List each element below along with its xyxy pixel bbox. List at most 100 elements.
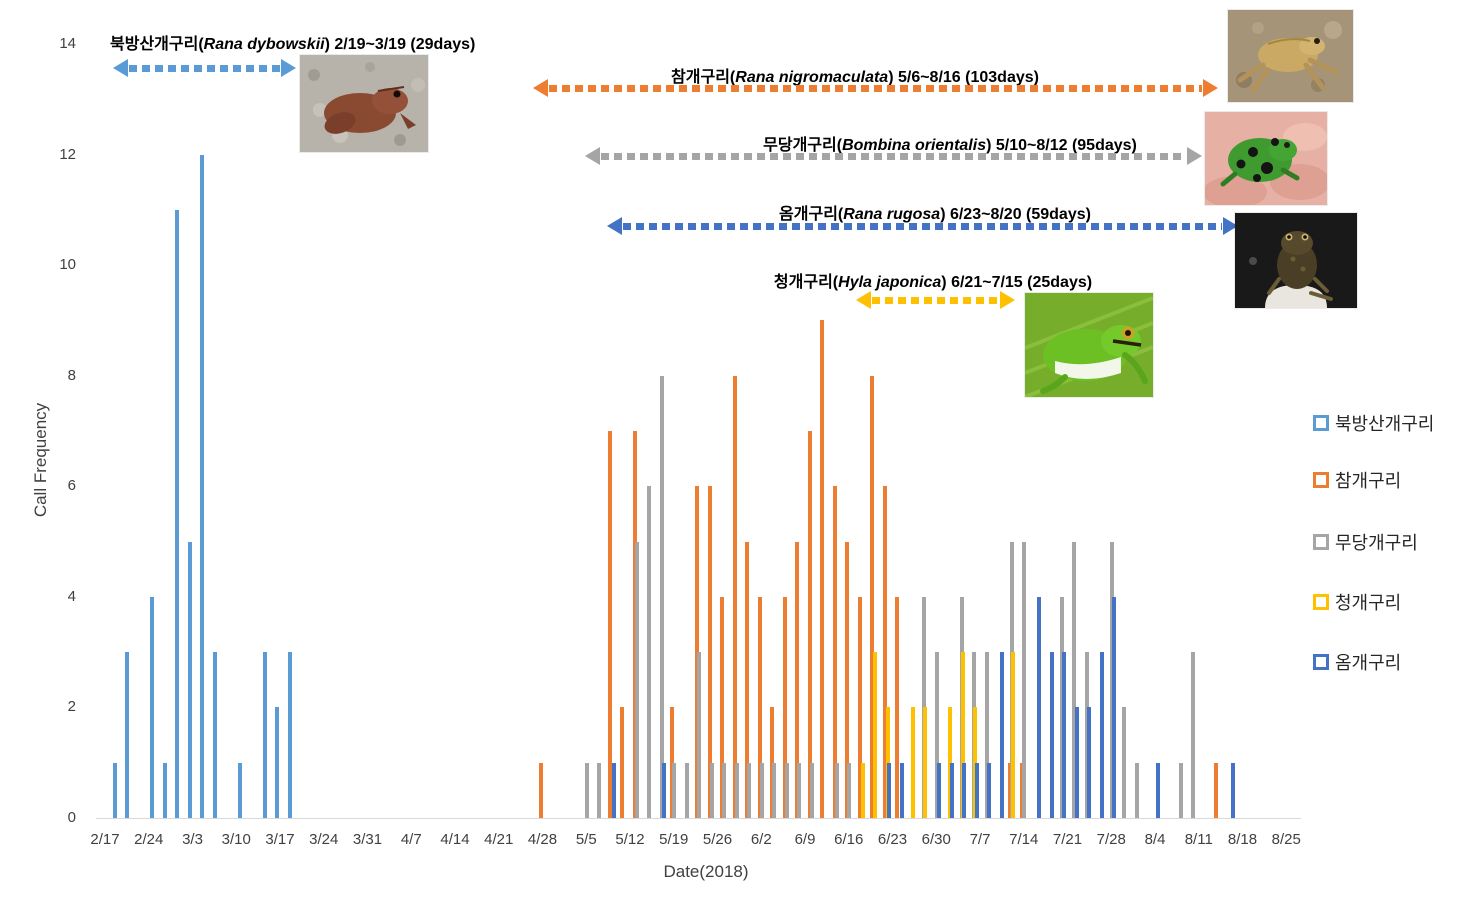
annotation-label-bukbang: 북방산개구리(Rana dybowskii) 2/19~3/19 (29days… xyxy=(110,36,476,53)
bar-cham-5-11 xyxy=(620,707,625,818)
x-tick-label-7-21: 7/21 xyxy=(1052,831,1083,848)
legend-swatch-icon xyxy=(1313,472,1329,488)
bar-bukbang-2-27 xyxy=(162,762,167,818)
x-tick-label-6-30: 6/30 xyxy=(921,831,951,848)
legend-label: 참개구리 xyxy=(1335,471,1402,491)
bar-bukbang-2-21 xyxy=(125,652,129,818)
legend-item-bukbang: 북방산개구리 xyxy=(1313,410,1434,436)
bar-om-7-10 xyxy=(999,652,1004,818)
bar-cham-6-8 xyxy=(795,541,800,818)
x-tick-label-4-21: 4/21 xyxy=(484,831,514,848)
bar-bukbang-2-19 xyxy=(112,762,117,818)
bar-mudang-5-17 xyxy=(659,375,664,818)
x-tick-label-2-24: 2/24 xyxy=(134,831,164,848)
y-tick-label-6: 6 xyxy=(67,477,76,495)
annotation-label-cham: 참개구리(Rana nigromaculata) 5/6~8/16 (103da… xyxy=(671,69,1039,86)
bar-mudang-5-15 xyxy=(647,486,652,818)
arrow-dashed-shaft xyxy=(601,152,1186,160)
bar-cham-5-23 xyxy=(695,486,700,818)
bar-bukbang-3-3 xyxy=(187,541,192,818)
bar-mudang-5-27 xyxy=(722,762,727,818)
bar-mudang-5-29 xyxy=(734,762,739,818)
bar-mudang-7-30 xyxy=(1122,707,1127,818)
bar-mudang-5-23 xyxy=(697,652,702,818)
bar-cheong-6-18 xyxy=(860,762,865,818)
arrowhead-left-icon xyxy=(585,147,600,165)
bar-om-7-18 xyxy=(1049,652,1054,818)
x-tick-label-6-9: 6/9 xyxy=(794,831,816,848)
bar-mudang-6-28 xyxy=(922,596,927,818)
legend-swatch-icon xyxy=(1313,534,1329,550)
bar-mudang-5-25 xyxy=(709,762,714,818)
bar-cham-6-6 xyxy=(782,596,787,818)
arrowhead-right-icon xyxy=(1223,217,1238,235)
x-tick-label-8-18: 8/18 xyxy=(1227,831,1258,848)
period-arrow-bukbang xyxy=(113,58,296,78)
x-tick-label-5-12: 5/12 xyxy=(615,831,645,848)
bar-om-7-20 xyxy=(1062,652,1067,818)
x-tick-label-6-2: 6/2 xyxy=(750,831,772,848)
bar-om-7-16 xyxy=(1037,596,1042,818)
bar-mudang-5-31 xyxy=(747,762,752,818)
arrow-dashed-shaft xyxy=(129,64,280,72)
bar-om-7-6 xyxy=(974,762,979,818)
bar-cham-5-29 xyxy=(732,375,737,818)
legend-swatch-icon xyxy=(1313,594,1329,610)
arrow-dashed-shaft xyxy=(549,84,1202,92)
arrow-dashed-shaft xyxy=(872,296,999,304)
bar-bukbang-3-1 xyxy=(175,209,179,818)
bar-mudang-7-20 xyxy=(1059,596,1064,818)
photo-bombina-orientalis xyxy=(1205,112,1327,205)
bar-bukbang-3-7 xyxy=(212,652,217,818)
bar-om-7-22 xyxy=(1074,707,1079,818)
arrow-dashed-shaft xyxy=(623,222,1222,230)
arrowhead-right-icon xyxy=(1203,79,1218,97)
x-tick-label-3-31: 3/31 xyxy=(352,831,383,848)
bar-mudang-6-8 xyxy=(797,762,802,818)
x-tick-label-3-3: 3/3 xyxy=(182,831,203,848)
bar-bukbang-2-25 xyxy=(150,596,154,818)
bar-om-6-22 xyxy=(887,762,892,818)
x-tick-label-5-26: 5/26 xyxy=(702,831,733,848)
x-tick-label-4-28: 4/28 xyxy=(527,831,558,848)
x-tick-label-7-28: 7/28 xyxy=(1096,831,1126,848)
bar-mudang-8-8 xyxy=(1178,762,1183,818)
annotation-label-om: 옴개구리(Rana rugosa) 6/23~8/20 (59days) xyxy=(779,206,1091,223)
bar-om-7-8 xyxy=(987,762,992,818)
period-arrow-mudang xyxy=(585,146,1202,166)
bar-mudang-5-13 xyxy=(634,541,639,818)
bar-mudang-8-10 xyxy=(1191,652,1195,818)
bar-cham-6-16 xyxy=(845,541,850,818)
arrowhead-left-icon xyxy=(607,217,622,235)
arrowhead-right-icon xyxy=(1000,291,1015,309)
x-tick-label-8-11: 8/11 xyxy=(1184,831,1213,848)
arrowhead-left-icon xyxy=(113,59,128,77)
legend-item-cheong: 청개구리 xyxy=(1313,589,1401,615)
bar-cheong-6-20 xyxy=(873,652,878,818)
photo-hyla-japonica xyxy=(1025,293,1153,397)
bar-om-7-24 xyxy=(1087,707,1092,818)
y-tick-label-0: 0 xyxy=(67,809,76,826)
bar-mudang-5-7 xyxy=(597,762,602,818)
arrowhead-right-icon xyxy=(281,59,296,77)
x-tick-label-6-23: 6/23 xyxy=(877,831,908,848)
bar-cham-6-2 xyxy=(757,596,762,818)
bar-om-8-4 xyxy=(1156,762,1160,818)
x-tick-label-5-5: 5/5 xyxy=(575,831,597,848)
bar-cham-5-9 xyxy=(607,430,612,818)
bar-bukbang-3-17 xyxy=(275,707,279,818)
bar-om-7-28 xyxy=(1112,596,1117,818)
bar-mudang-6-2 xyxy=(759,762,764,818)
bar-cham-8-14 xyxy=(1214,762,1218,818)
bar-cham-6-24 xyxy=(895,596,900,818)
y-tick-label-4: 4 xyxy=(67,587,76,605)
bar-om-7-4 xyxy=(962,762,967,818)
photo-rana-rugosa xyxy=(1235,213,1357,308)
period-arrow-om xyxy=(607,216,1238,236)
bar-cham-4-28 xyxy=(539,762,543,818)
legend-item-mudang: 무당개구리 xyxy=(1313,529,1418,555)
bar-mudang-6-30 xyxy=(934,652,939,818)
legend-label: 무당개구리 xyxy=(1335,533,1418,553)
bar-om-6-24 xyxy=(899,762,904,818)
